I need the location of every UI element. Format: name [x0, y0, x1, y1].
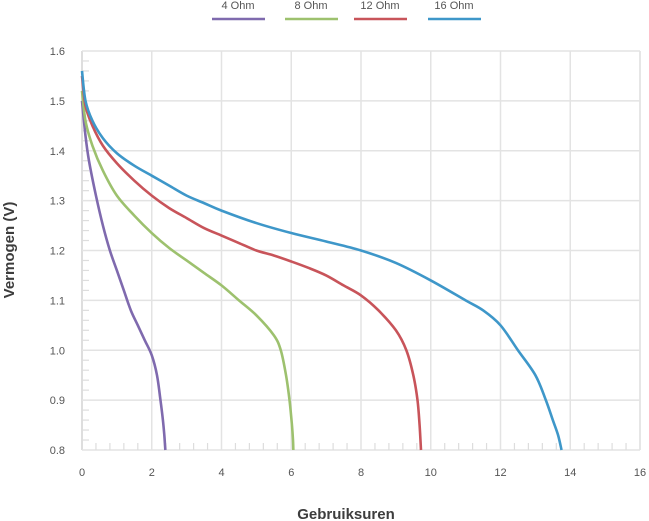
minor-ticks — [82, 60, 627, 450]
y-tick-label: 0.9 — [50, 395, 65, 407]
legend-label-1: 8 Ohm — [294, 0, 327, 12]
legend-label-2: 12 Ohm — [360, 0, 399, 12]
x-tick-label: 4 — [218, 467, 224, 479]
y-tick-label: 0.8 — [50, 445, 65, 457]
y-tick-label: 1.0 — [50, 345, 65, 357]
y-tick-label: 1.4 — [50, 146, 65, 158]
x-tick-label: 12 — [494, 467, 506, 479]
y-tick-labels: 0.8 0.9 1.0 1.1 1.2 1.3 1.4 1.5 1.6 — [50, 46, 65, 457]
x-axis-title: Gebruiksuren — [297, 506, 395, 521]
series-line-0 — [80, 100, 167, 451]
grid — [81, 50, 641, 451]
x-tick-labels: 0 2 4 6 8 10 12 14 16 — [79, 467, 646, 479]
x-tick-label: 10 — [425, 467, 437, 479]
x-tick-label: 8 — [358, 467, 364, 479]
y-tick-label: 1.2 — [50, 246, 65, 258]
legend-label-3: 16 Ohm — [434, 0, 473, 12]
y-tick-label: 1.3 — [50, 196, 65, 208]
x-tick-label: 14 — [564, 467, 576, 479]
x-tick-label: 16 — [634, 467, 646, 479]
x-tick-label: 2 — [149, 467, 155, 479]
y-axis-title: Vermogen (V) — [1, 202, 18, 299]
series-lines — [80, 70, 563, 451]
y-tick-label: 1.1 — [50, 295, 65, 307]
legend: 4 Ohm 8 Ohm 12 Ohm 16 Ohm — [212, 0, 481, 21]
series-line-1 — [80, 90, 295, 451]
x-tick-label: 6 — [288, 467, 294, 479]
legend-label-0: 4 Ohm — [221, 0, 254, 12]
y-tick-label: 1.6 — [50, 46, 65, 58]
series-line-2 — [80, 75, 423, 451]
series-line-3 — [80, 70, 563, 451]
y-tick-label: 1.5 — [50, 96, 65, 108]
x-tick-label: 0 — [79, 467, 85, 479]
